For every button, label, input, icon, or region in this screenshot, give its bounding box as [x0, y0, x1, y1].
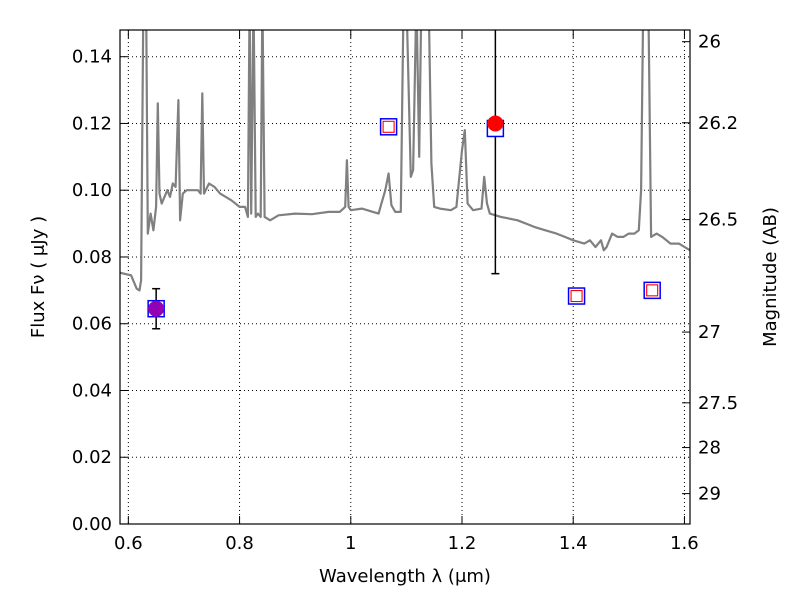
x-axis-label: Wavelength λ (μm): [319, 566, 491, 587]
right-tick-label: 26.2: [698, 113, 738, 134]
right-tick-label: 26.5: [698, 210, 738, 231]
right-axis-label: Magnitude (AB): [760, 207, 781, 347]
y-tick-label: 0.00: [72, 514, 112, 535]
x-tick-label: 0.8: [225, 533, 254, 554]
detection-point: [148, 300, 165, 317]
y-tick-label: 0.06: [72, 314, 112, 335]
right-tick-label: 27: [698, 322, 721, 343]
model-spectrum-line: [120, 30, 690, 292]
right-tick-label: 28: [698, 438, 721, 459]
axis-ticks: 0.6 0.8 1 1.2 1.4 1.6 0.00 0.02 0.04 0.06 0.08 0.10…: [72, 30, 738, 554]
upper-limit-marker: [646, 284, 659, 297]
right-tick-label: 29: [698, 484, 721, 505]
x-tick-label: 1.2: [448, 533, 477, 554]
x-tick-label: 1.6: [670, 533, 699, 554]
y-axis-label: Flux Fν ( μJy ): [28, 216, 49, 338]
detection-point: [487, 115, 504, 132]
plot-frame: [119, 29, 691, 525]
plot-area: [120, 30, 690, 330]
model-photometry-square: [643, 281, 661, 300]
y-tick-label: 0.02: [72, 447, 112, 468]
upper-limit-marker: [570, 289, 583, 303]
y-tick-label: 0.04: [72, 380, 112, 401]
y-tick-label: 0.10: [72, 180, 112, 201]
y-tick-label: 0.14: [72, 47, 112, 68]
model-photometry-square: [567, 287, 586, 305]
right-tick-label: 26: [698, 32, 721, 53]
upper-limit-marker: [382, 120, 395, 133]
y-tick-label: 0.12: [72, 113, 112, 134]
x-tick-label: 1: [345, 533, 356, 554]
y-tick-label: 0.08: [72, 247, 112, 268]
x-tick-label: 0.6: [114, 533, 143, 554]
grid-lines: [120, 30, 690, 524]
x-tick-label: 1.4: [559, 533, 588, 554]
right-tick-label: 27.5: [698, 393, 738, 414]
model-photometry-square: [379, 118, 398, 136]
